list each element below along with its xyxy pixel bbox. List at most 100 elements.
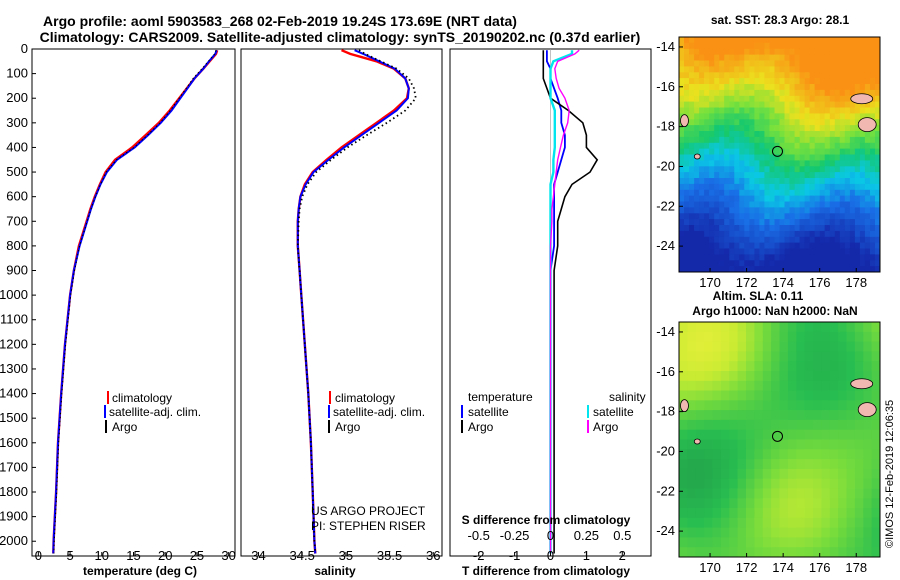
map-cell <box>814 119 821 126</box>
map-cell <box>714 266 720 272</box>
map-cell <box>744 183 750 191</box>
map-cell <box>859 136 866 144</box>
map-cell <box>789 225 796 232</box>
map-cell <box>784 230 791 238</box>
map-cell <box>754 172 760 179</box>
map-cell <box>799 219 806 226</box>
map-cell <box>814 66 821 73</box>
difference-legend: temperature satellite Argo salinity sate… <box>461 390 646 434</box>
map-cell <box>712 488 722 499</box>
map-cell <box>719 148 725 156</box>
map-cell <box>699 136 705 144</box>
map-cell <box>729 131 735 138</box>
map-cell <box>854 178 861 185</box>
map-cell <box>813 410 822 421</box>
map-cell <box>854 42 861 50</box>
map-cell <box>839 248 846 255</box>
depth-tick-label: 900 <box>6 263 28 278</box>
map-cell <box>789 260 796 267</box>
map-cell <box>774 266 781 272</box>
map-cell <box>774 160 781 167</box>
map-cell <box>787 429 797 441</box>
depth-tick-label: 200 <box>6 90 28 105</box>
map-cell <box>679 254 685 261</box>
map-cell <box>694 95 700 103</box>
map-cell <box>739 107 745 114</box>
map-cell <box>821 459 831 470</box>
map-cell <box>746 351 755 362</box>
map-cell <box>814 142 821 150</box>
map-cell <box>729 236 735 244</box>
map-cell <box>759 266 765 272</box>
map-cell <box>784 242 791 250</box>
map-cell <box>744 242 750 250</box>
credit-pi: PI: STEPHEN RISER <box>311 519 426 533</box>
map-cell <box>749 183 755 191</box>
depth-tick-label: 100 <box>6 66 28 81</box>
map-cell <box>871 508 880 519</box>
map-cell <box>819 266 826 272</box>
map-cell <box>729 119 735 126</box>
map-cell <box>699 119 705 126</box>
map-cell <box>863 478 873 490</box>
map-cell <box>804 547 814 557</box>
map-cell <box>834 201 841 208</box>
map-cell <box>779 213 786 220</box>
map-cell <box>819 95 826 103</box>
map-cell <box>744 89 750 97</box>
map-cell <box>720 517 730 529</box>
map-cell <box>829 547 839 557</box>
map-cell <box>813 439 822 450</box>
map-cell <box>704 113 710 120</box>
map-cell <box>689 136 695 144</box>
map-cell <box>704 207 710 214</box>
map-cell <box>704 537 714 548</box>
map-cell <box>809 119 816 126</box>
map-cell <box>784 42 791 50</box>
map-cell <box>834 254 841 261</box>
map-cell <box>695 400 705 411</box>
map-cell <box>824 125 831 132</box>
map-cell <box>829 213 836 220</box>
map-cell <box>762 390 772 401</box>
map-cell <box>734 113 740 120</box>
map-cell <box>720 331 730 343</box>
map-cell <box>813 459 822 470</box>
map-cell <box>824 166 831 173</box>
map-cell <box>771 488 781 499</box>
map-cell <box>754 154 760 161</box>
map-cell <box>764 166 770 173</box>
map-cell <box>719 248 725 255</box>
map-cell <box>699 54 705 62</box>
map-cell <box>819 101 826 109</box>
map-cell <box>875 60 880 67</box>
map-cell <box>754 266 760 272</box>
map-cell <box>809 89 816 97</box>
map-cell <box>875 195 880 203</box>
map-cell <box>769 230 776 238</box>
map-cell <box>737 508 747 519</box>
map-cell <box>694 48 700 56</box>
map-cell <box>739 42 745 50</box>
salinity-tick-label: 36 <box>426 548 440 563</box>
map-cell <box>829 131 836 138</box>
map-cell <box>689 66 695 73</box>
lat-tick-label: -14 <box>656 324 675 339</box>
map-cell <box>809 136 816 144</box>
legend-t-argo: Argo <box>468 420 494 434</box>
legend-climatology: climatology <box>112 391 172 405</box>
map-cell <box>734 154 740 161</box>
map-cell <box>870 242 876 250</box>
map-cell <box>679 547 688 557</box>
map-cell <box>839 172 846 179</box>
map-cell <box>695 322 705 333</box>
map-cell <box>695 498 705 509</box>
map-cell <box>734 78 740 85</box>
map-cell <box>754 42 760 50</box>
map-cell <box>744 195 750 203</box>
map-cell <box>699 260 705 267</box>
map-cell <box>809 148 816 156</box>
map-cell <box>684 183 690 191</box>
map-cell <box>870 78 876 85</box>
map-cell <box>746 508 755 519</box>
